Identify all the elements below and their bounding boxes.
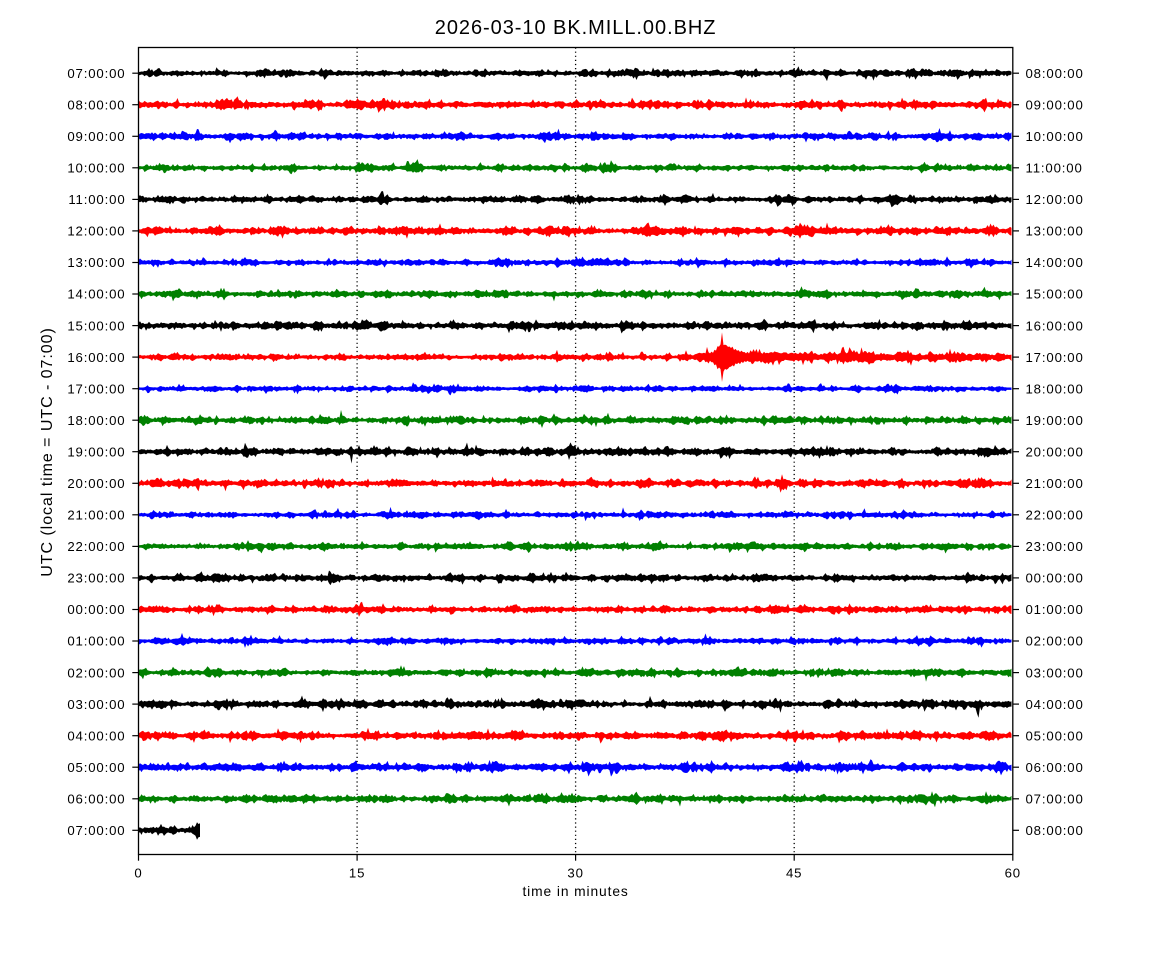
- svg-text:17:00:00: 17:00:00: [1026, 350, 1084, 365]
- svg-text:07:00:00: 07:00:00: [1026, 792, 1084, 807]
- svg-text:10:00:00: 10:00:00: [1026, 129, 1084, 144]
- svg-text:15:00:00: 15:00:00: [1026, 287, 1084, 302]
- svg-text:05:00:00: 05:00:00: [1026, 728, 1084, 743]
- svg-text:05:00:00: 05:00:00: [67, 760, 125, 775]
- svg-text:0: 0: [134, 865, 142, 880]
- svg-text:45: 45: [786, 865, 802, 880]
- svg-text:04:00:00: 04:00:00: [67, 728, 125, 743]
- svg-text:12:00:00: 12:00:00: [67, 224, 125, 239]
- svg-text:07:00:00: 07:00:00: [67, 66, 125, 81]
- svg-text:14:00:00: 14:00:00: [1026, 255, 1084, 270]
- svg-text:17:00:00: 17:00:00: [67, 381, 125, 396]
- svg-text:21:00:00: 21:00:00: [67, 508, 125, 523]
- svg-text:18:00:00: 18:00:00: [67, 413, 125, 428]
- svg-text:15:00:00: 15:00:00: [67, 318, 125, 333]
- svg-text:10:00:00: 10:00:00: [67, 161, 125, 176]
- svg-text:15: 15: [349, 865, 365, 880]
- svg-text:02:00:00: 02:00:00: [1026, 634, 1084, 649]
- svg-text:20:00:00: 20:00:00: [67, 476, 125, 491]
- svg-text:06:00:00: 06:00:00: [67, 792, 125, 807]
- svg-text:time in minutes: time in minutes: [522, 884, 628, 899]
- svg-text:08:00:00: 08:00:00: [1026, 823, 1084, 838]
- svg-text:03:00:00: 03:00:00: [67, 697, 125, 712]
- svg-text:07:00:00: 07:00:00: [67, 823, 125, 838]
- svg-text:21:00:00: 21:00:00: [1026, 476, 1084, 491]
- svg-text:22:00:00: 22:00:00: [1026, 508, 1084, 523]
- svg-text:12:00:00: 12:00:00: [1026, 192, 1084, 207]
- svg-text:22:00:00: 22:00:00: [67, 539, 125, 554]
- svg-text:20:00:00: 20:00:00: [1026, 444, 1084, 459]
- svg-text:02:00:00: 02:00:00: [67, 665, 125, 680]
- svg-text:30: 30: [567, 865, 583, 880]
- svg-text:09:00:00: 09:00:00: [1026, 97, 1084, 112]
- svg-text:60: 60: [1005, 865, 1021, 880]
- svg-text:08:00:00: 08:00:00: [1026, 66, 1084, 81]
- svg-text:23:00:00: 23:00:00: [67, 571, 125, 586]
- svg-text:00:00:00: 00:00:00: [1026, 571, 1084, 586]
- svg-text:11:00:00: 11:00:00: [1026, 161, 1083, 176]
- svg-text:23:00:00: 23:00:00: [1026, 539, 1084, 554]
- svg-text:18:00:00: 18:00:00: [1026, 381, 1084, 396]
- svg-text:UTC (local time = UTC - 07:00): UTC (local time = UTC - 07:00): [39, 327, 56, 576]
- svg-text:11:00:00: 11:00:00: [68, 192, 125, 207]
- svg-text:13:00:00: 13:00:00: [67, 255, 125, 270]
- svg-text:16:00:00: 16:00:00: [67, 350, 125, 365]
- svg-text:00:00:00: 00:00:00: [67, 602, 125, 617]
- svg-text:06:00:00: 06:00:00: [1026, 760, 1084, 775]
- svg-text:14:00:00: 14:00:00: [67, 287, 125, 302]
- svg-text:08:00:00: 08:00:00: [67, 97, 125, 112]
- svg-text:16:00:00: 16:00:00: [1026, 318, 1084, 333]
- svg-text:01:00:00: 01:00:00: [67, 634, 125, 649]
- svg-text:01:00:00: 01:00:00: [1026, 602, 1084, 617]
- svg-text:2026-03-10 BK.MILL.00.BHZ: 2026-03-10 BK.MILL.00.BHZ: [435, 17, 717, 39]
- svg-text:03:00:00: 03:00:00: [1026, 665, 1084, 680]
- svg-text:19:00:00: 19:00:00: [67, 444, 125, 459]
- svg-text:04:00:00: 04:00:00: [1026, 697, 1084, 712]
- svg-text:13:00:00: 13:00:00: [1026, 224, 1084, 239]
- svg-text:09:00:00: 09:00:00: [67, 129, 125, 144]
- svg-text:19:00:00: 19:00:00: [1026, 413, 1084, 428]
